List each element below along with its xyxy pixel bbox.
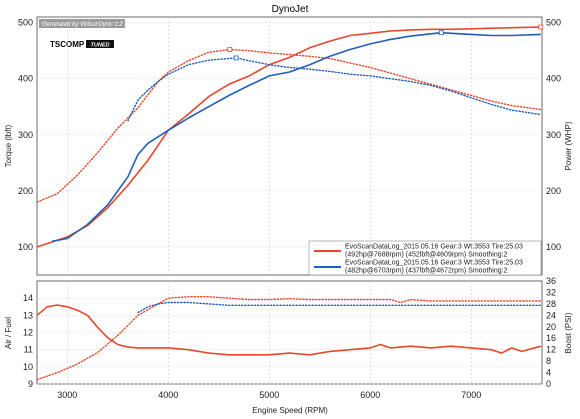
top-right-tick-label: 300 bbox=[546, 130, 561, 140]
bottom-left-tick-label: 9 bbox=[28, 379, 33, 389]
bottom-left-tick-label: 10 bbox=[23, 362, 33, 372]
legend-entry-2-line1: EvoScanDataLog_2015.05.16 Gear:3 Wt:3553… bbox=[345, 260, 523, 267]
top-left-tick-label: 100 bbox=[18, 242, 33, 252]
run-1-boost-line bbox=[36, 296, 542, 381]
run-2-peak-torque-marker bbox=[233, 55, 239, 61]
legend: EvoScanDataLog_2015.05.16 Gear:3 Wt:3553… bbox=[308, 240, 542, 276]
bottom-right-tick-label: 16 bbox=[546, 333, 556, 343]
grid-layer bbox=[37, 17, 542, 385]
bottom-right-tick-label: 32 bbox=[546, 287, 556, 297]
x-axis-label: Engine Speed (RPM) bbox=[252, 406, 328, 415]
top-right-tick-label: 100 bbox=[546, 242, 561, 252]
legend-entry-1-line2: (492hp@7688rpm) (452lbft@4609rpm) Smooth… bbox=[345, 252, 508, 259]
bottom-right-tick-label: 20 bbox=[546, 322, 556, 332]
bottom-left-axis-label: Air / Fuel bbox=[4, 317, 13, 349]
top-right-tick-label: 400 bbox=[546, 74, 561, 84]
x-tick-label: 7000 bbox=[461, 390, 481, 400]
top-left-axis-label: Torque (lbft) bbox=[4, 124, 13, 167]
x-tick-label: 3000 bbox=[57, 390, 77, 400]
run-1-peak-power-marker bbox=[538, 24, 544, 30]
bottom-right-tick-label: 36 bbox=[546, 276, 556, 286]
logo-brand: TSCOMP bbox=[50, 40, 85, 49]
run-1-torque-line bbox=[36, 48, 542, 203]
logo-badge-text: TUNED bbox=[91, 43, 110, 49]
series-layer bbox=[36, 24, 544, 381]
x-tick-label: 6000 bbox=[360, 390, 380, 400]
bottom-right-tick-label: 8 bbox=[546, 356, 551, 366]
top-right-axis-label: Power (WHP) bbox=[564, 121, 573, 170]
run-2-power-line bbox=[51, 31, 541, 243]
x-tick-label: 4000 bbox=[158, 390, 178, 400]
bottom-left-tick-label: 14 bbox=[23, 293, 33, 303]
bottom-right-tick-label: 4 bbox=[546, 368, 551, 378]
run-2-torque-line bbox=[127, 57, 542, 122]
top-right-tick-label: 500 bbox=[546, 18, 561, 28]
top-right-tick-label: 200 bbox=[546, 186, 561, 196]
bottom-left-tick-label: 11 bbox=[24, 345, 33, 355]
chart-title: DynoJet bbox=[272, 4, 309, 15]
legend-entry-1-line1: EvoScanDataLog_2015.05.16 Gear:3 Wt:3553… bbox=[345, 244, 523, 251]
bottom-right-tick-label: 28 bbox=[546, 299, 556, 309]
top-left-tick-label: 500 bbox=[18, 18, 33, 28]
bottom-right-tick-label: 12 bbox=[546, 345, 556, 355]
bottom-right-axis-label: Boost (PSI) bbox=[564, 312, 573, 353]
bottom-right-tick-label: 0 bbox=[546, 379, 551, 389]
bottom-left-tick-label: 13 bbox=[23, 310, 33, 320]
top-left-tick-label: 300 bbox=[18, 130, 33, 140]
run-1-peak-torque-marker bbox=[227, 47, 233, 52]
bottom-right-tick-label: 24 bbox=[546, 310, 556, 320]
run-1-afr-line bbox=[36, 304, 542, 356]
legend-entry-2-line2: (482hp@6703rpm) (437lbft@4672rpm) Smooth… bbox=[345, 268, 508, 275]
run-2-peak-power-marker bbox=[438, 30, 444, 36]
x-tick-label: 5000 bbox=[259, 390, 279, 400]
top-left-tick-label: 200 bbox=[18, 186, 33, 196]
generated-by-text: Generated by Virtual Dyno 1.2.7 bbox=[42, 22, 128, 28]
power-torque-plot-area bbox=[36, 16, 543, 276]
logo-badge bbox=[86, 40, 114, 48]
run-1-power-line bbox=[36, 26, 541, 248]
legend-box bbox=[308, 240, 542, 276]
generated-by-banner bbox=[39, 19, 125, 28]
run-2-boost-line bbox=[137, 301, 542, 314]
top-left-tick-label: 400 bbox=[18, 74, 33, 84]
bottom-left-tick-label: 12 bbox=[23, 328, 33, 338]
